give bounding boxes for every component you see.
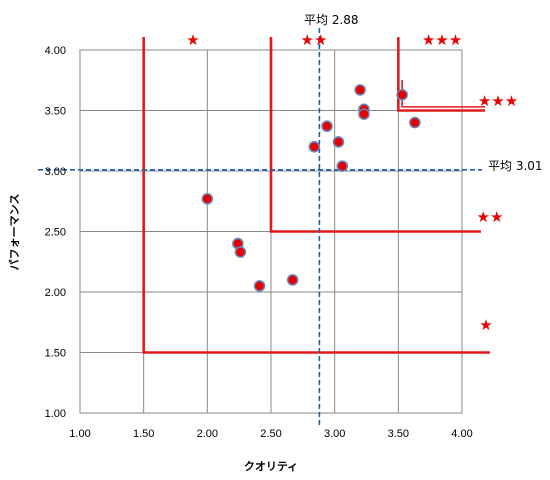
top-star-label: ★ — [186, 31, 199, 49]
data-point — [253, 280, 266, 292]
data-point — [358, 108, 370, 120]
y-tick-label: 1.00 — [45, 408, 66, 420]
x-tick-label: 1.00 — [69, 428, 90, 440]
x-tick-label: 2.00 — [197, 428, 218, 440]
tick-labels: 1.00 1.50 2.00 2.50 3.00 3.50 4.00 1.00 1.50 2.00… — [45, 45, 473, 440]
tier-boundary-lines — [142, 37, 490, 354]
star-labels: ★ ★★ ★★★★★★★★★ — [186, 31, 518, 334]
y-tick-label: 3.50 — [45, 106, 66, 118]
data-point — [354, 84, 366, 96]
side-star-label: ★★ — [477, 208, 504, 226]
data-point — [332, 136, 345, 148]
side-star-label: ★★★ — [478, 92, 518, 110]
side-star-label: ★ — [479, 316, 492, 334]
data-point — [396, 88, 408, 101]
y-tick-label: 4.00 — [45, 45, 66, 57]
x-axis-title: クオリティ — [244, 460, 298, 473]
data-point — [308, 141, 321, 153]
x-tick-label: 2.50 — [260, 428, 281, 440]
data-point — [286, 274, 299, 286]
data-point — [321, 120, 333, 133]
data-point — [234, 246, 247, 258]
top-star-label: ★★★ — [422, 31, 462, 49]
data-point — [201, 193, 214, 205]
tier-boundary-line — [142, 37, 490, 354]
y-tick-label: 1.50 — [45, 348, 66, 360]
x-tick-label: 3.00 — [324, 428, 345, 440]
tier-boundary-line — [397, 37, 485, 112]
y-axis-title: パフォーマンス — [8, 194, 21, 271]
y-mean-label: 平均 3.01 — [488, 159, 543, 173]
y-tick-label: 2.50 — [45, 227, 66, 239]
y-tick-label: 3.00 — [45, 166, 66, 178]
x-tick-label: 3.50 — [388, 428, 409, 440]
tier-inner-bracket-line — [401, 80, 485, 108]
data-points — [201, 84, 421, 292]
top-star-label: ★★ — [301, 31, 328, 49]
x-tick-label: 4.00 — [451, 428, 472, 440]
tier-boundary-line — [269, 37, 481, 233]
x-tick-label: 1.50 — [133, 428, 154, 440]
y-tick-label: 2.00 — [45, 287, 66, 299]
data-point — [409, 116, 421, 129]
mean-lines — [38, 28, 482, 428]
data-point — [336, 160, 349, 172]
x-mean-label: 平均 2.88 — [304, 13, 359, 27]
